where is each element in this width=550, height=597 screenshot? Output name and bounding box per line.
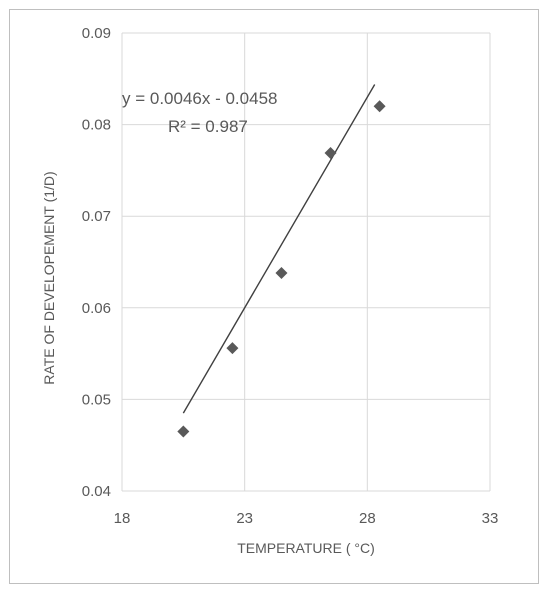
chart-area bbox=[9, 9, 539, 584]
x-axis-title: TEMPERATURE ( °C) bbox=[237, 540, 375, 556]
data-point-diamond bbox=[275, 266, 288, 279]
data-points bbox=[177, 100, 386, 438]
y-tick-label: 0.05 bbox=[82, 391, 111, 408]
trendline-layer bbox=[182, 84, 376, 414]
x-tick-label: 33 bbox=[482, 510, 499, 527]
y-tick-label: 0.08 bbox=[82, 117, 111, 134]
x-tick-label: 18 bbox=[114, 510, 131, 527]
data-point-diamond bbox=[324, 146, 337, 159]
gridlines bbox=[121, 32, 491, 492]
data-point-diamond bbox=[226, 342, 239, 355]
y-axis-title: RATE OF DEVELOPEMENT (1/D) bbox=[41, 171, 57, 384]
x-tick-label: 23 bbox=[236, 510, 253, 527]
tick-labels: 0.04 0.05 0.06 0.07 0.08 0.09 18 23 28 33 bbox=[82, 25, 499, 527]
linear-trendline bbox=[182, 84, 376, 414]
trendline-r-squared: R² = 0.987 bbox=[168, 117, 248, 136]
data-point-diamond bbox=[373, 100, 386, 113]
y-tick-label: 0.06 bbox=[82, 300, 111, 317]
data-point-diamond bbox=[177, 425, 190, 438]
y-tick-label: 0.09 bbox=[82, 25, 111, 42]
y-tick-label: 0.04 bbox=[82, 483, 111, 500]
y-tick-label: 0.07 bbox=[82, 208, 111, 225]
trendline-equation: y = 0.0046x - 0.0458 bbox=[122, 89, 277, 108]
x-tick-label: 28 bbox=[359, 510, 376, 527]
